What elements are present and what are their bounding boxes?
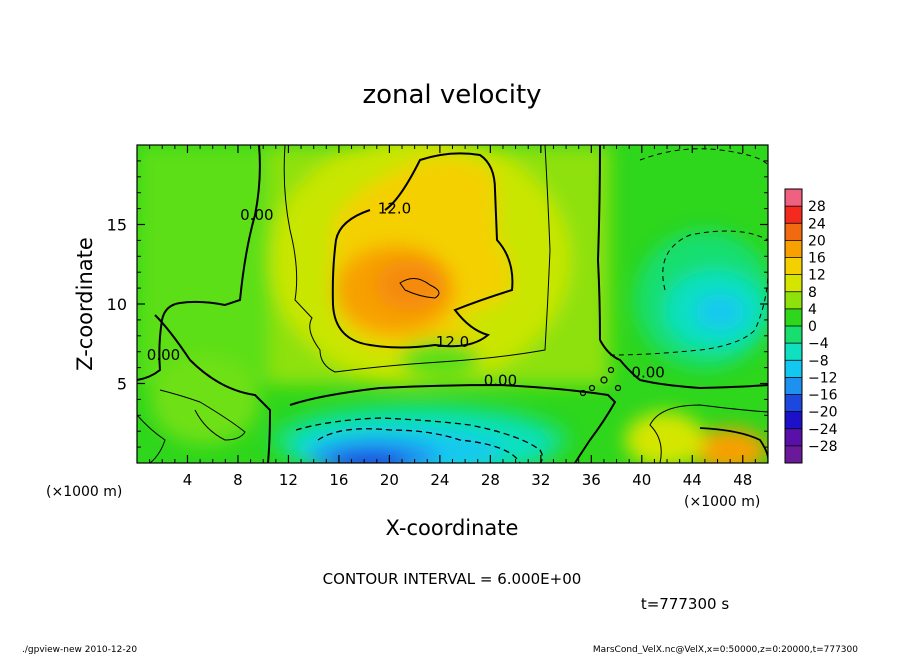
contour-labels: 12.0 12.0 0.00 0.00 0.00 0.00: [147, 200, 665, 390]
footer-left: ./gpview-new 2010-12-20: [22, 645, 137, 654]
x-tick-label: 44: [683, 471, 702, 489]
contour-label: 0.00: [484, 371, 517, 389]
y-axis: 5 10 15: [107, 160, 768, 448]
x-tick-label: 8: [233, 471, 243, 489]
colorbar-label: 12: [808, 268, 826, 284]
y-tick-label: 15: [107, 216, 127, 235]
x-axis-unit-left: (×1000 m): [46, 484, 122, 500]
colorbar-label: −28: [808, 439, 838, 455]
colorbar-swatch: [785, 377, 802, 395]
contour-interval-label: CONTOUR INTERVAL = 6.000E+00: [323, 570, 582, 588]
heatmap-field: [137, 145, 768, 463]
contour-lines: [137, 145, 768, 463]
colorbar-swatch: [785, 274, 802, 293]
y-tick-label: 10: [107, 295, 127, 314]
x-tick-label: 20: [380, 471, 399, 489]
colorbar-label: −4: [808, 336, 829, 352]
time-label: t=777300 s: [641, 595, 729, 613]
colorbar-swatch: [785, 394, 802, 413]
colorbar-label: 28: [808, 199, 826, 215]
colorbar-label: 24: [808, 216, 826, 232]
contour-label: 0.00: [147, 346, 180, 364]
contour-label: 12.0: [378, 200, 411, 218]
colorbar-label: −24: [808, 422, 838, 438]
colorbar-label: −16: [808, 388, 838, 404]
colorbar-swatch: [785, 308, 802, 327]
colorbar-swatch: [785, 445, 802, 464]
x-tick-label: 12: [279, 471, 298, 489]
colorbar-swatch: [785, 189, 802, 207]
contour-label: 0.00: [240, 206, 273, 224]
x-tick-label: 24: [430, 471, 449, 489]
x-tick-label: 32: [531, 471, 550, 489]
x-tick-label: 16: [329, 471, 348, 489]
x-tick-label: 40: [632, 471, 651, 489]
x-axis-unit-right: (×1000 m): [684, 494, 760, 510]
colorbar-label: 4: [808, 302, 817, 318]
footer-right: MarsCond_VelX.nc@VelX,x=0:50000,z=0:2000…: [593, 645, 858, 654]
colorbar-label: 16: [808, 251, 826, 267]
x-tick-label: 4: [183, 471, 193, 489]
colorbar-label: 8: [808, 285, 817, 301]
chart-title: zonal velocity: [362, 80, 541, 110]
x-axis: 4 8 12 16 20 24 28 32 36 40 44 48: [149, 145, 756, 489]
colorbar-label: −8: [808, 353, 829, 369]
colorbar-label: −12: [808, 370, 838, 386]
colorbar-swatch: [785, 291, 802, 310]
x-tick-label: 48: [733, 471, 752, 489]
x-tick-label: 36: [582, 471, 601, 489]
y-tick-label: 5: [117, 375, 127, 394]
colorbar-label: 20: [808, 233, 826, 249]
colorbar-swatch: [785, 223, 802, 241]
x-axis-label: X-coordinate: [386, 516, 519, 540]
colorbar-swatch: [785, 360, 802, 378]
colorbar-label: −20: [808, 405, 838, 421]
colorbar-swatch: [785, 428, 802, 447]
colorbar-swatch: [785, 343, 802, 361]
x-tick-label: 28: [481, 471, 500, 489]
contour-label: 0.00: [631, 363, 664, 381]
colorbar-swatch: [785, 257, 802, 276]
colorbar-label: 0: [808, 319, 817, 335]
colorbar-swatch: [785, 326, 802, 344]
y-axis-label: Z-coordinate: [73, 237, 97, 371]
colorbar-swatch: [785, 206, 802, 224]
colorbar-swatch: [785, 240, 802, 258]
contour-label: 12.0: [436, 333, 469, 351]
colorbar-swatch: [785, 411, 802, 430]
